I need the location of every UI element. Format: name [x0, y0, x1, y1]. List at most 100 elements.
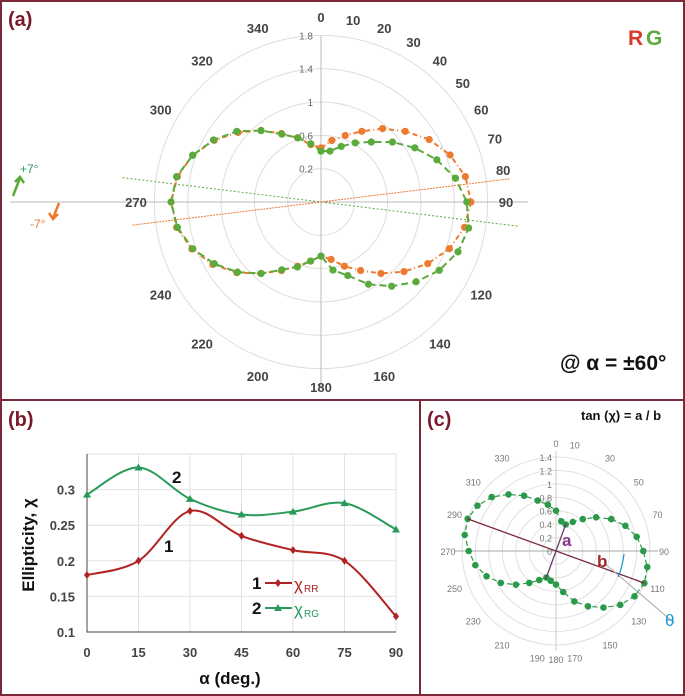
data-point-green [278, 266, 286, 274]
data-point-χRR [187, 506, 193, 515]
angle-tick-label: 170 [567, 653, 582, 663]
data-point-green [488, 493, 496, 501]
data-point-green [461, 531, 469, 539]
angle-tick-label: 210 [494, 641, 509, 651]
data-point-green [472, 561, 479, 569]
angle-tick-label: 340 [247, 21, 269, 36]
angle-tick-label: 220 [191, 337, 213, 352]
arrow-up-icon [11, 175, 26, 197]
data-point-green [505, 491, 512, 498]
data-point-orange [358, 127, 366, 135]
panel-a-border [0, 0, 685, 401]
data-point-χRR [290, 546, 296, 555]
x-tick-label: 45 [234, 645, 248, 660]
label-theta: θ [665, 611, 674, 630]
data-point-green [337, 142, 345, 151]
legend-num-2: 2 [252, 599, 261, 618]
angle-tick-label: 270 [440, 547, 455, 557]
data-point-orange [377, 269, 385, 278]
data-point-green [483, 572, 490, 580]
data-point-orange [401, 127, 409, 135]
panel-label-b: (b) [8, 409, 34, 431]
data-point-green [463, 198, 471, 206]
data-point-χRG [340, 499, 349, 507]
radial-tick-label: 0.4 [539, 520, 552, 530]
angle-tick-label: 70 [652, 510, 662, 520]
data-point-green [412, 278, 420, 286]
curve-label-1: 1 [164, 537, 173, 556]
data-point-green [643, 563, 651, 571]
angle-tick-label: 180 [310, 380, 332, 395]
data-point-green [388, 138, 397, 146]
data-point-green [633, 533, 640, 541]
y-tick-label: 0.2 [57, 554, 75, 569]
angle-tick-label: 110 [650, 584, 664, 594]
data-point-orange [378, 125, 387, 133]
data-point-χRR [135, 556, 142, 565]
x-tick-label: 30 [183, 645, 197, 660]
y-tick-label: 0.25 [50, 518, 75, 533]
legend-sub-1: RR [304, 584, 318, 595]
data-point-green [497, 579, 505, 587]
angle-tick-label: 320 [191, 53, 213, 68]
legend-num-1: 1 [252, 574, 261, 593]
data-point-orange [341, 131, 349, 140]
radial-tick-label: 1.2 [539, 466, 552, 476]
angle-tick-label: 90 [499, 195, 513, 210]
arrow-down-icon [47, 202, 61, 221]
angle-tick-label: 140 [429, 337, 451, 352]
data-point-green [173, 172, 181, 181]
radial-tick-label: 1 [307, 98, 313, 109]
data-point-green [294, 134, 302, 142]
data-point-χRR [341, 556, 348, 565]
data-point-orange [445, 245, 453, 253]
angle-tick-label: 70 [488, 132, 502, 147]
data-point-green [525, 579, 533, 587]
data-point-green [388, 282, 396, 290]
panel-c-border [419, 399, 685, 696]
radial-tick-label: 0.6 [299, 131, 313, 142]
data-point-orange [327, 255, 335, 264]
angle-tick-label: 200 [247, 369, 269, 384]
radial-tick-label: 1.8 [299, 31, 313, 42]
data-point-green [367, 138, 375, 146]
data-point-green [306, 257, 315, 265]
angle-tick-label: 60 [474, 103, 488, 118]
x-tick-label: 15 [131, 645, 145, 660]
radial-tick-label: 0.8 [539, 493, 552, 503]
data-point-green [189, 245, 197, 253]
data-point-green [329, 266, 337, 274]
data-point-green [622, 522, 629, 530]
tilt-line-minus7 [132, 178, 510, 226]
legend-marker-1 [275, 579, 281, 587]
minus7-label: -7° [30, 217, 46, 231]
data-point-green [534, 497, 541, 504]
rg-label-g: G [646, 27, 662, 50]
data-point-green [552, 581, 560, 588]
angle-tick-label: 80 [496, 163, 510, 178]
data-point-orange [400, 268, 408, 276]
data-point-green [584, 602, 592, 610]
data-point-χRR [393, 612, 399, 621]
label-a: a [562, 531, 572, 550]
data-point-green [307, 140, 315, 148]
angle-tick-label: 240 [150, 288, 172, 303]
x-axis-label: α (deg.) [199, 669, 260, 688]
data-point-green [552, 507, 560, 515]
angle-tick-label: 190 [530, 653, 545, 663]
data-point-χRG [289, 507, 297, 515]
formula-annotation: tan (χ) = a / b [581, 408, 661, 423]
data-point-green [451, 174, 460, 182]
radial-tick-label: 1.4 [299, 65, 313, 76]
data-point-green [465, 547, 473, 555]
alpha-annotation: @ α = ±60° [560, 352, 666, 375]
legend-symbol-1: χ [294, 575, 303, 594]
angle-tick-label: 10 [346, 13, 360, 28]
angle-tick-label: 160 [373, 369, 395, 384]
data-point-χRG [134, 463, 143, 471]
data-point-green [559, 588, 567, 596]
angle-tick-label: 10 [570, 441, 580, 451]
data-point-green [317, 147, 325, 155]
